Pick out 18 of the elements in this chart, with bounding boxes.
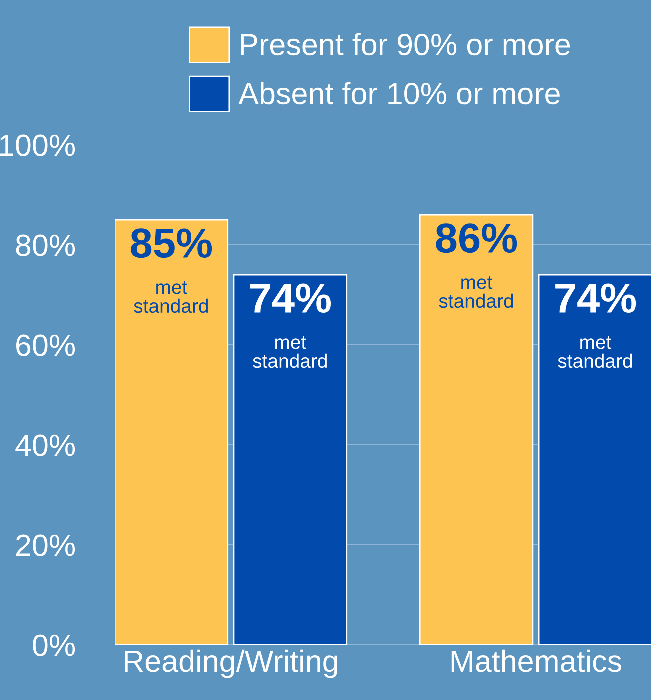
data-label: 86% met standard xyxy=(436,224,518,308)
y-tick-label: 20% xyxy=(16,534,76,556)
y-tick-label: 0% xyxy=(33,634,76,656)
legend-label: Absent for 10% or more xyxy=(238,82,560,105)
bar xyxy=(419,214,534,645)
bar xyxy=(538,274,651,645)
y-tick-label: 100% xyxy=(0,134,76,156)
y-tick-label: 40% xyxy=(16,434,76,456)
legend-label: Present for 90% or more xyxy=(241,33,570,56)
bar xyxy=(233,274,348,645)
y-tick-label: 60% xyxy=(16,334,76,356)
x-tick-label: Reading/Writing xyxy=(125,650,338,678)
data-label: 85% met standard xyxy=(131,228,212,314)
data-label: 74% met standard xyxy=(250,284,332,368)
bar xyxy=(115,219,229,645)
data-label: 74% met standard xyxy=(556,284,636,368)
y-tick-label: 80% xyxy=(16,234,76,256)
x-tick-label: Mathematics xyxy=(452,650,622,672)
